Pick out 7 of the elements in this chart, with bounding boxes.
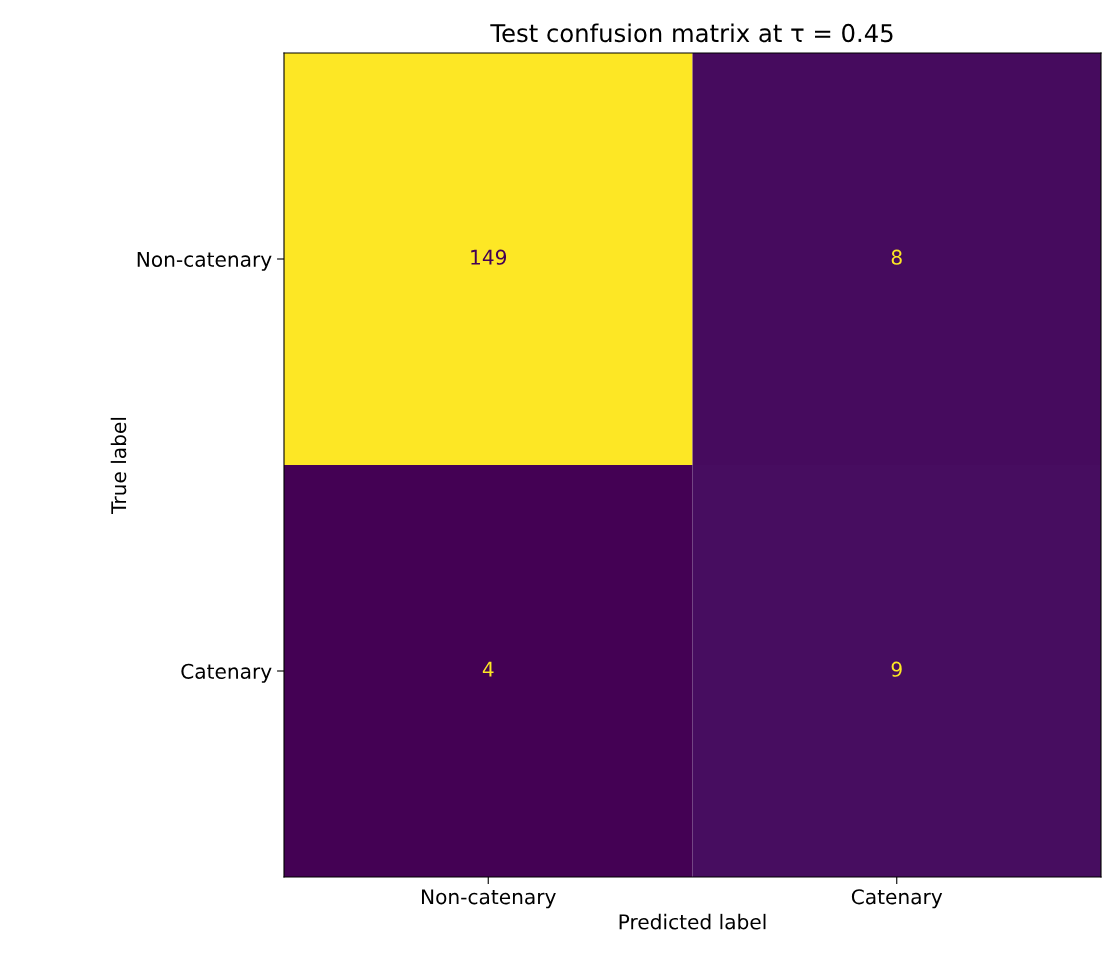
data-label: 149 — [471, 249, 507, 265]
data-label: 9 — [891, 661, 902, 677]
data-label: 8 — [891, 249, 902, 265]
x-axis-title: Predicted label — [619, 913, 766, 930]
chart-title: Test confusion matrix at τ = 0.45 — [490, 23, 893, 43]
data-label: 4 — [482, 661, 494, 677]
y-axis-title: True label — [110, 417, 127, 514]
